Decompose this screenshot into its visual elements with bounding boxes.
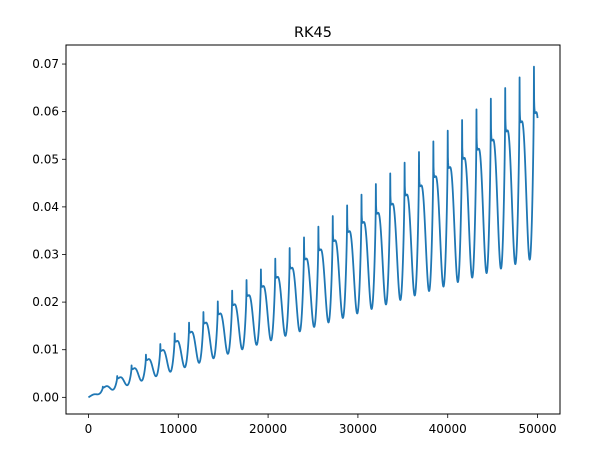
axes-frame bbox=[65, 44, 561, 415]
x-axis-ticks: 0 10000 20000 30000 40000 50000 bbox=[85, 414, 557, 436]
y-tick-label: 0.07 bbox=[32, 57, 59, 71]
series-layer bbox=[87, 65, 539, 399]
y-tick-label: 0.01 bbox=[32, 343, 59, 357]
x-tick-label: 10000 bbox=[159, 422, 197, 436]
x-tick-label: 40000 bbox=[429, 422, 467, 436]
y-axis-ticks: 0.00 0.01 0.02 0.03 0.04 0.05 0.06 0.07 bbox=[32, 57, 66, 404]
chart-title: RK45 bbox=[294, 25, 332, 41]
x-tick-label: 50000 bbox=[518, 422, 556, 436]
series-line-0 bbox=[87, 65, 539, 399]
x-tick-label: 0 bbox=[85, 422, 93, 436]
y-tick-label: 0.02 bbox=[32, 295, 59, 309]
y-tick-label: 0.04 bbox=[32, 200, 59, 214]
x-tick-label: 20000 bbox=[249, 422, 287, 436]
y-tick-label: 0.06 bbox=[32, 105, 59, 119]
x-tick-label: 30000 bbox=[339, 422, 377, 436]
y-tick-label: 0.00 bbox=[32, 390, 59, 404]
plot-area bbox=[65, 44, 561, 415]
y-tick-label: 0.05 bbox=[32, 152, 59, 166]
y-tick-label: 0.03 bbox=[32, 247, 59, 261]
